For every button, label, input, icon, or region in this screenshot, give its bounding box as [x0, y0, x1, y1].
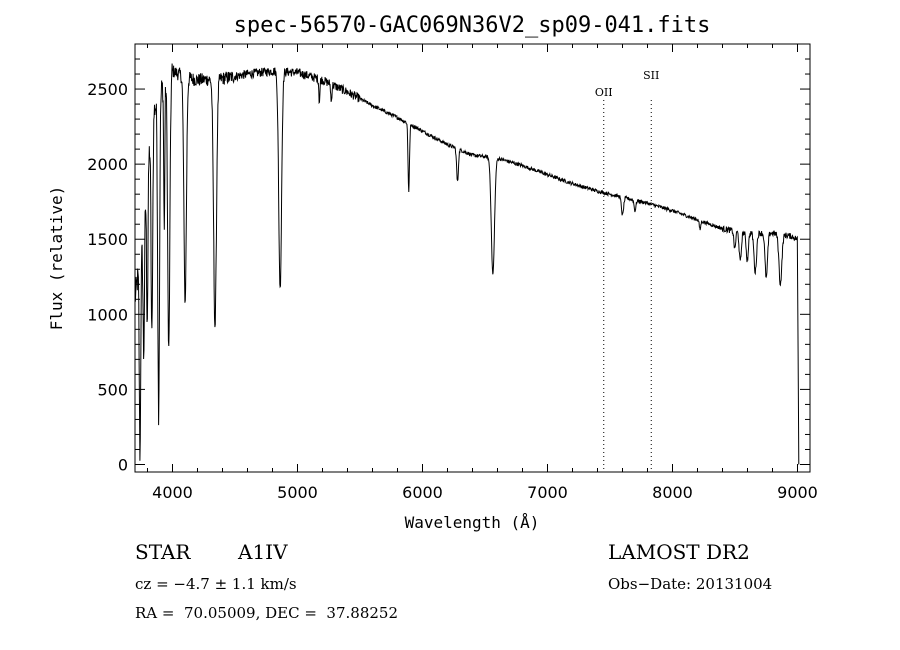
line-label-sii: SII: [643, 69, 659, 82]
x-tick-label: 7000: [527, 483, 568, 502]
survey-label: LAMOST DR2: [608, 540, 750, 564]
object-type-label: STAR: [135, 540, 191, 564]
plot-frame: [134, 43, 811, 473]
x-tick-label: 8000: [652, 483, 693, 502]
y-tick-label: 0: [118, 455, 128, 474]
spectrum-line: [134, 63, 800, 465]
subclass-label: A1IV: [238, 540, 288, 564]
y-tick-label: 1500: [87, 230, 128, 249]
line-label-oii: OII: [595, 86, 613, 99]
x-axis-label: Wavelength (Å): [405, 513, 540, 532]
y-tick-label: 2500: [87, 80, 128, 99]
x-tick-label: 6000: [402, 483, 443, 502]
y-tick-label: 1000: [87, 305, 128, 324]
chart-title: spec-56570-GAC069N36V2_sp09-041.fits: [234, 13, 711, 38]
y-axis-label: Flux (relative): [47, 186, 66, 331]
y-tick-label: 500: [97, 380, 128, 399]
x-tick-label: 5000: [277, 483, 318, 502]
y-axis: 0 500 1000 1500 2000 2500: [87, 58, 810, 474]
x-axis: 4000 5000 6000 7000 8000 9000: [147, 44, 818, 502]
obs-date-label: Obs−Date: 20131004: [608, 575, 773, 593]
line-annotations: OII SII: [595, 69, 659, 472]
x-tick-label: 4000: [152, 483, 193, 502]
y-tick-label: 2000: [87, 155, 128, 174]
x-tick-label: 9000: [777, 483, 818, 502]
coordinates-label: RA = 70.05009, DEC = 37.88252: [135, 604, 399, 622]
redshift-label: cz = −4.7 ± 1.1 km/s: [135, 575, 297, 593]
